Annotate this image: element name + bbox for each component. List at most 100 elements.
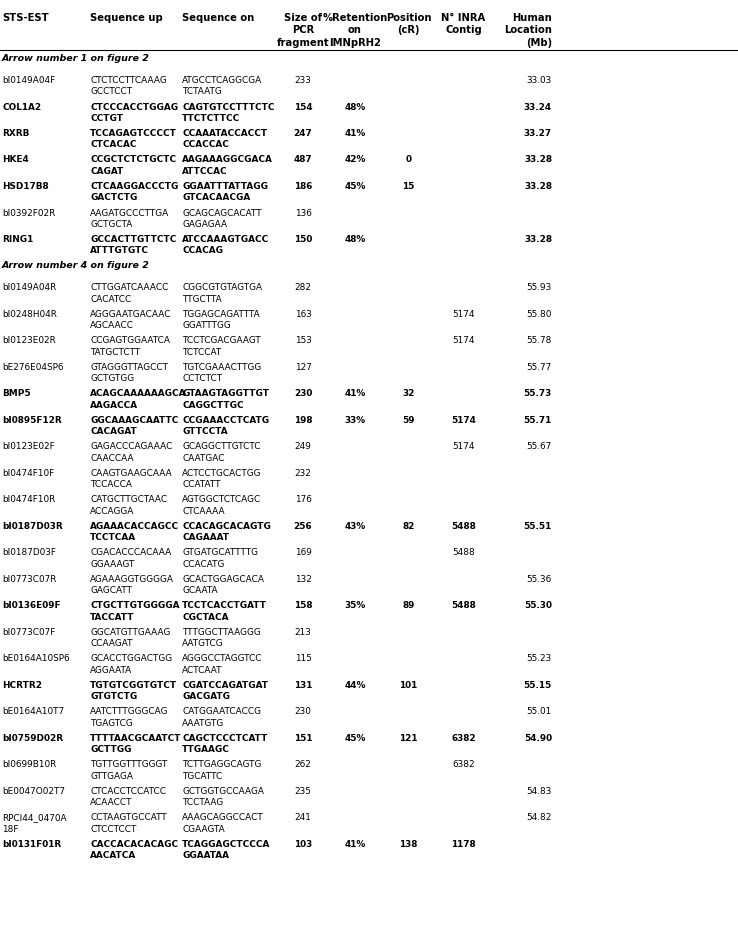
Text: CTTGGATCAAACC
CACATCC: CTTGGATCAAACC CACATCC <box>90 283 168 304</box>
Text: 48%: 48% <box>345 235 365 244</box>
Text: 55.51: 55.51 <box>524 522 552 531</box>
Text: CTCCCACCTGGAG
CCTGT: CTCCCACCTGGAG CCTGT <box>90 103 178 122</box>
Text: 33.27: 33.27 <box>524 129 552 138</box>
Text: TGGAGCAGATTTA
GGATTTGG: TGGAGCAGATTTA GGATTTGG <box>182 310 260 330</box>
Text: 5488: 5488 <box>452 549 475 557</box>
Text: 121: 121 <box>399 734 418 743</box>
Text: 136: 136 <box>294 209 311 217</box>
Text: 198: 198 <box>294 416 312 425</box>
Text: bI0149A04R: bI0149A04R <box>2 283 56 293</box>
Text: 235: 235 <box>294 787 311 796</box>
Text: CCACAGCACAGTG
CAGAAAT: CCACAGCACAGTG CAGAAAT <box>182 522 271 542</box>
Text: COL1A2: COL1A2 <box>2 103 41 111</box>
Text: 163: 163 <box>294 310 311 319</box>
Text: AGAAACACCAGCC
TCCTCAA: AGAAACACCAGCC TCCTCAA <box>90 522 179 542</box>
Text: 55.23: 55.23 <box>527 655 552 663</box>
Text: 249: 249 <box>294 442 311 452</box>
Text: TCAGGAGCTCCCA
GGAATAA: TCAGGAGCTCCCA GGAATAA <box>182 840 270 860</box>
Text: ATGCCTCAGGCGA
TCTAATG: ATGCCTCAGGCGA TCTAATG <box>182 76 262 96</box>
Text: Human
Location
(Mb): Human Location (Mb) <box>504 13 552 48</box>
Text: bE0164A10SP6: bE0164A10SP6 <box>2 655 69 663</box>
Text: 5174: 5174 <box>452 310 475 319</box>
Text: CGATCCAGATGAT
GACGATG: CGATCCAGATGAT GACGATG <box>182 681 268 701</box>
Text: 45%: 45% <box>345 182 366 191</box>
Text: bE0047O02T7: bE0047O02T7 <box>2 787 65 796</box>
Text: 48%: 48% <box>345 103 365 111</box>
Text: 6382: 6382 <box>451 734 476 743</box>
Text: Arrow number 4 on figure 2: Arrow number 4 on figure 2 <box>2 262 150 270</box>
Text: 55.80: 55.80 <box>527 310 552 319</box>
Text: GAGACCCAGAAAC
CAACCAA: GAGACCCAGAAAC CAACCAA <box>90 442 173 463</box>
Text: AGAAAGGTGGGGA
GAGCATT: AGAAAGGTGGGGA GAGCATT <box>90 575 174 595</box>
Text: GCACTGGAGCACA
GCAATA: GCACTGGAGCACA GCAATA <box>182 575 264 595</box>
Text: CATGGAATCACCG
AAATGTG: CATGGAATCACCG AAATGTG <box>182 708 261 727</box>
Text: CACCACACACAGC
AACATCA: CACCACACACAGC AACATCA <box>90 840 178 860</box>
Text: GTAGGGTTAGCCT
GCTGTGG: GTAGGGTTAGCCT GCTGTGG <box>90 363 168 383</box>
Text: CTCAAGGACCCTG
GACTCTG: CTCAAGGACCCTG GACTCTG <box>90 182 179 202</box>
Text: 132: 132 <box>294 575 311 584</box>
Text: AGTGGCTCTCAGC
CTCAAAA: AGTGGCTCTCAGC CTCAAAA <box>182 496 261 516</box>
Text: 230: 230 <box>294 708 311 716</box>
Text: bE276E04SP6: bE276E04SP6 <box>2 363 63 372</box>
Text: AAGAAAGGCGACA
ATTCCAC: AAGAAAGGCGACA ATTCCAC <box>182 155 273 176</box>
Text: TGTGTCGGTGTCT
GTGTCTG: TGTGTCGGTGTCT GTGTCTG <box>90 681 177 701</box>
Text: 43%: 43% <box>345 522 365 531</box>
Text: 1178: 1178 <box>451 840 476 849</box>
Text: 15: 15 <box>402 182 415 191</box>
Text: %Retention
on
IMNpRH2: %Retention on IMNpRH2 <box>323 13 387 48</box>
Text: 32: 32 <box>402 390 415 398</box>
Text: 44%: 44% <box>345 681 366 690</box>
Text: CTCTCCTTCAAAG
GCCTCCT: CTCTCCTTCAAAG GCCTCCT <box>90 76 167 96</box>
Text: bI0895F12R: bI0895F12R <box>2 416 62 425</box>
Text: AGGGAATGACAAC
AGCAACC: AGGGAATGACAAC AGCAACC <box>90 310 171 330</box>
Text: GCACCTGGACTGG
AGGAATA: GCACCTGGACTGG AGGAATA <box>90 655 172 675</box>
Text: 55.01: 55.01 <box>527 708 552 716</box>
Text: 5488: 5488 <box>451 522 476 531</box>
Text: TCCAGAGTCCCCT
CTCACAC: TCCAGAGTCCCCT CTCACAC <box>90 129 177 149</box>
Text: 55.30: 55.30 <box>524 601 552 611</box>
Text: STS-EST: STS-EST <box>2 13 49 23</box>
Text: 241: 241 <box>294 814 311 822</box>
Text: TTTTAACGCAATCT
GCTTGG: TTTTAACGCAATCT GCTTGG <box>90 734 182 754</box>
Text: 35%: 35% <box>345 601 365 611</box>
Text: TGTCGAAACTTGG
CCTCTCT: TGTCGAAACTTGG CCTCTCT <box>182 363 261 383</box>
Text: 5174: 5174 <box>452 337 475 345</box>
Text: GCAGGCTTGTCTC
CAATGAC: GCAGGCTTGTCTC CAATGAC <box>182 442 261 463</box>
Text: 232: 232 <box>294 469 311 478</box>
Text: 33.28: 33.28 <box>524 235 552 244</box>
Text: N° INRA
Contig: N° INRA Contig <box>441 13 486 36</box>
Text: CCGCTCTCTGCTC
CAGAT: CCGCTCTCTGCTC CAGAT <box>90 155 176 176</box>
Text: HKE4: HKE4 <box>2 155 29 165</box>
Text: AGGGCCTAGGTCC
ACTCAAT: AGGGCCTAGGTCC ACTCAAT <box>182 655 263 675</box>
Text: 0: 0 <box>405 155 412 165</box>
Text: 41%: 41% <box>345 390 365 398</box>
Text: 103: 103 <box>294 840 312 849</box>
Text: ACAGCAAAAAAGCA
AAGACCA: ACAGCAAAAAAGCA AAGACCA <box>90 390 187 409</box>
Text: 6382: 6382 <box>452 760 475 770</box>
Text: bI0699B10R: bI0699B10R <box>2 760 56 770</box>
Text: 55.36: 55.36 <box>527 575 552 584</box>
Text: 55.71: 55.71 <box>524 416 552 425</box>
Text: GGCATGTTGAAAG
CCAAGAT: GGCATGTTGAAAG CCAAGAT <box>90 628 170 648</box>
Text: CTGCTTGTGGGGA
TACCATT: CTGCTTGTGGGGA TACCATT <box>90 601 179 622</box>
Text: 154: 154 <box>294 103 312 111</box>
Text: 54.90: 54.90 <box>524 734 552 743</box>
Text: 282: 282 <box>294 283 311 293</box>
Text: 247: 247 <box>294 129 312 138</box>
Text: GTAAGTAGGTTGT
CAGGCTTGC: GTAAGTAGGTTGT CAGGCTTGC <box>182 390 269 409</box>
Text: Position
(cR): Position (cR) <box>386 13 431 36</box>
Text: TCTTGAGGCAGTG
TGCATTC: TCTTGAGGCAGTG TGCATTC <box>182 760 261 781</box>
Text: bI0248H04R: bI0248H04R <box>2 310 57 319</box>
Text: AAGATGCCCTTGA
GCTGCTA: AAGATGCCCTTGA GCTGCTA <box>90 209 169 229</box>
Text: ACTCCTGCACTGG
CCATATT: ACTCCTGCACTGG CCATATT <box>182 469 261 489</box>
Text: GGAATTTATTAGG
GTCACAACGA: GGAATTTATTAGG GTCACAACGA <box>182 182 268 202</box>
Text: CGGCGTGTAGTGA
TTGCTTA: CGGCGTGTAGTGA TTGCTTA <box>182 283 262 304</box>
Text: bI0474F10R: bI0474F10R <box>2 496 55 504</box>
Text: bI0187D03F: bI0187D03F <box>2 549 56 557</box>
Text: 41%: 41% <box>345 129 365 138</box>
Text: Size of
PCR
fragment: Size of PCR fragment <box>277 13 329 48</box>
Text: bI0474F10F: bI0474F10F <box>2 469 55 478</box>
Text: 230: 230 <box>294 390 312 398</box>
Text: GGCAAAGCAATTC
CACAGAT: GGCAAAGCAATTC CACAGAT <box>90 416 179 436</box>
Text: 55.15: 55.15 <box>524 681 552 690</box>
